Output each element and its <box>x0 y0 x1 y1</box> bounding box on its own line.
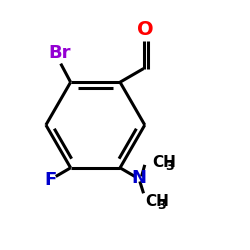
Text: 3: 3 <box>165 160 174 172</box>
Text: 3: 3 <box>158 199 166 212</box>
Text: Br: Br <box>48 44 71 62</box>
Text: O: O <box>138 20 154 40</box>
Text: F: F <box>45 171 57 189</box>
Text: CH: CH <box>145 194 169 210</box>
Text: CH: CH <box>152 155 176 170</box>
Text: N: N <box>131 170 146 188</box>
